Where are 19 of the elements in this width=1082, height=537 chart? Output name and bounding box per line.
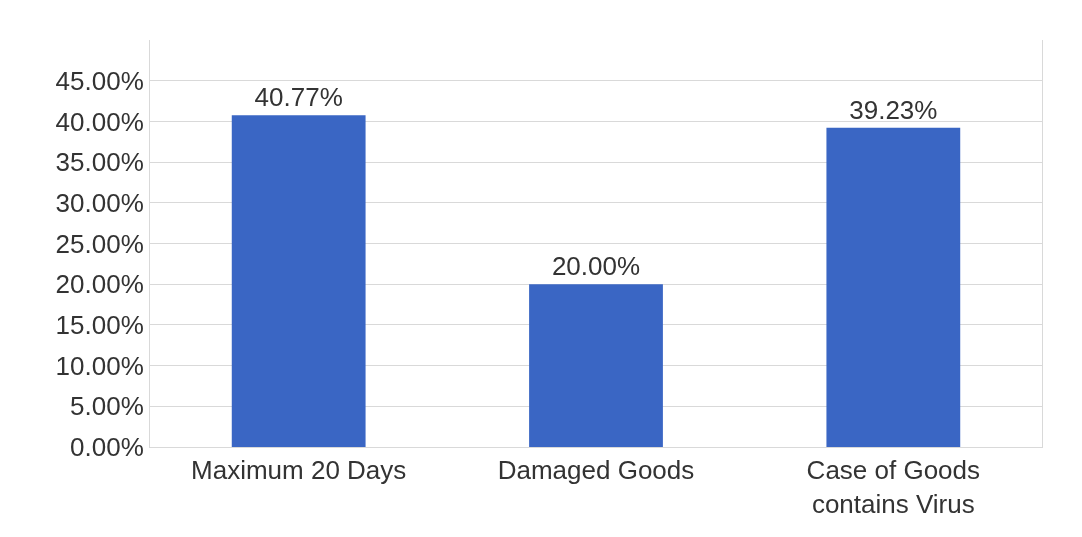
x-tick-label: Case of Goods contains Virus xyxy=(806,455,981,519)
x-tick-label: Maximum 20 Days xyxy=(191,455,407,486)
y-tick-label: 5.00% xyxy=(70,391,144,422)
y-tick-label: 30.00% xyxy=(55,187,144,218)
y-tick-label: 20.00% xyxy=(55,269,144,300)
data-label: 40.77% xyxy=(254,82,343,113)
data-label: 20.00% xyxy=(551,251,641,282)
bar xyxy=(529,284,663,447)
y-tick-label: 0.00% xyxy=(70,432,144,463)
y-tick-label: 45.00% xyxy=(55,65,144,96)
y-tick-label: 10.00% xyxy=(55,350,144,381)
y-tick-label: 40.00% xyxy=(55,106,144,137)
data-label: 39.23% xyxy=(849,94,938,125)
x-tick-label: Damaged Goods xyxy=(497,455,695,486)
y-tick-label: 35.00% xyxy=(55,147,144,178)
bar xyxy=(231,115,366,447)
bar xyxy=(826,127,961,447)
y-tick-label: 15.00% xyxy=(55,310,144,340)
y-tick-label: 25.00% xyxy=(55,228,144,259)
